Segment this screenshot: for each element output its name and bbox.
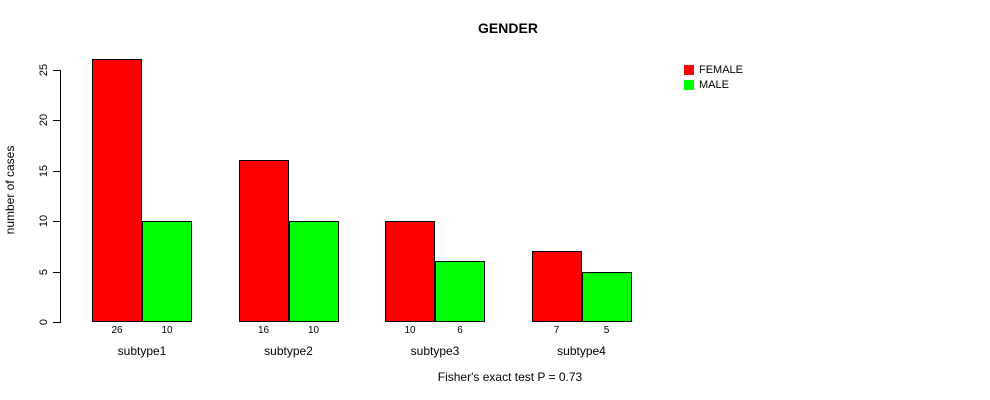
bar-female-subtype2 <box>238 160 289 322</box>
chart-title: GENDER <box>478 20 538 36</box>
bar-value-label: 10 <box>161 325 173 336</box>
y-axis-line <box>60 69 61 323</box>
y-tick-mark <box>53 271 60 273</box>
bar-value-label: 10 <box>307 325 320 336</box>
bar-female-subtype1 <box>92 59 142 322</box>
category-label-subtype3: subtype3 <box>410 344 460 358</box>
y-tick-label: 10 <box>38 214 50 228</box>
legend-swatch-female <box>684 64 694 75</box>
footnote-text: Fisher's exact test P = 0.73 <box>437 370 583 384</box>
category-label-subtype2: subtype2 <box>264 344 313 358</box>
y-tick-label: 5 <box>38 268 50 275</box>
y-axis-label: number of cases <box>3 145 17 235</box>
legend-label: FEMALE <box>699 63 744 76</box>
legend: FEMALE MALE <box>684 62 743 92</box>
bar-male-subtype3 <box>435 261 485 322</box>
y-tick-mark <box>53 69 60 71</box>
legend-label: MALE <box>699 78 729 91</box>
category-label-subtype1: subtype1 <box>117 344 167 358</box>
y-tick-mark <box>53 221 60 222</box>
y-tick-label: 20 <box>38 113 50 127</box>
bar-male-subtype2 <box>288 221 339 322</box>
y-tick-mark <box>53 170 60 172</box>
category-label-subtype4: subtype4 <box>557 344 606 358</box>
y-tick-label: 0 <box>38 318 50 326</box>
y-tick-mark <box>53 120 60 121</box>
legend-item-male: MALE <box>684 77 743 92</box>
bar-value-label: 10 <box>404 325 416 336</box>
y-tick-mark <box>53 322 60 323</box>
bar-female-subtype4 <box>531 251 582 322</box>
bar-value-label: 7 <box>553 325 560 336</box>
legend-item-female: FEMALE <box>684 62 743 77</box>
bar-value-label: 26 <box>111 325 123 336</box>
bar-value-label: 6 <box>457 325 463 336</box>
bar-female-subtype3 <box>385 221 435 322</box>
y-tick-label: 15 <box>38 164 50 177</box>
bar-male-subtype1 <box>142 221 192 322</box>
y-tick-label: 25 <box>38 63 50 76</box>
legend-swatch-male <box>684 79 694 90</box>
bar-value-label: 5 <box>603 325 610 336</box>
bar-male-subtype4 <box>581 271 632 322</box>
bar-value-label: 16 <box>257 325 270 336</box>
